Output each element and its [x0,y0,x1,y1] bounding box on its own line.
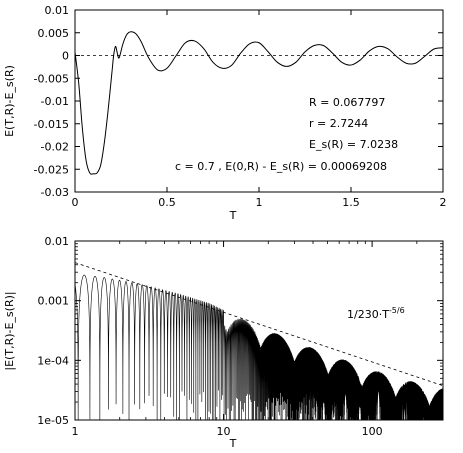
bottom-y-tick-label: 1e-05 [37,414,69,427]
top-y-tick-label: -0.015 [34,118,69,131]
power-law-exponent: -5/6 [389,306,405,315]
bottom-series-line [75,274,443,420]
bottom-x-tick-label: 1 [72,425,79,438]
annotation-r-cap: R = 0.067797 [309,96,385,109]
top-y-tick-label: 0 [62,50,69,63]
bottom-plot-area [75,262,443,420]
bottom-y-tick-label: 0.001 [38,295,70,308]
bottom-power-law-line [75,262,443,387]
bottom-x-tick-label: 100 [362,425,383,438]
top-y-tick-label: -0.025 [34,163,69,176]
bottom-plot-frame [74,240,444,421]
bottom-y-ticks: 0.01 0.001 1e-04 1e-05 [37,235,443,427]
top-y-tick-label: -0.005 [34,72,69,85]
bottom-x-tick-label: 10 [217,425,231,438]
top-x-tick-label: 2 [440,196,447,209]
top-y-tick-label: -0.01 [41,95,69,108]
bottom-x-axis-label: T [229,437,237,450]
top-y-ticks: 0.01 0.005 0 -0.005 -0.01 -0.015 -0.02 -0.025 -0… [34,4,443,199]
top-y-axis-label: E(T,R)-E_s(R) [3,65,16,137]
top-chart: 0.01 0.005 0 -0.005 -0.01 -0.015 -0.02 -0.025 -0… [3,4,447,222]
bottom-y-axis-label: |E(T,R)-E_s(R)| [3,291,16,370]
annotation-c-e0: c = 0.7 , E(0,R) - E_s(R) = 0.00069208 [175,160,387,173]
top-x-tick-label: 0.5 [158,196,176,209]
annotation-es: E_s(R) = 7.0238 [309,138,398,151]
top-y-tick-label: -0.03 [41,186,69,199]
bottom-y-tick-label: 0.01 [45,235,70,248]
bottom-chart: 0.01 0.001 1e-04 1e-05 1 10 100 T |E(T,R)-E_s… [3,235,444,450]
top-y-tick-label: -0.02 [41,141,69,154]
top-y-tick-label: 0.01 [45,4,70,17]
top-x-tick-label: 1 [256,196,263,209]
top-series-line [74,31,444,175]
bottom-y-tick-label: 1e-04 [37,354,69,367]
bottom-x-ticks: 1 10 100 [72,241,444,438]
top-y-tick-label: 0.005 [38,27,70,40]
top-x-axis-label: T [229,209,237,222]
power-law-annotation: 1/230·T-5/6 [347,306,405,321]
top-x-tick-label: 1.5 [342,196,360,209]
power-law-base: 1/230·T [347,308,389,321]
annotation-r: r = 2.7244 [309,117,368,130]
top-x-tick-label: 0 [72,196,79,209]
top-x-ticks: 0 0.5 1 1.5 2 [72,10,447,209]
